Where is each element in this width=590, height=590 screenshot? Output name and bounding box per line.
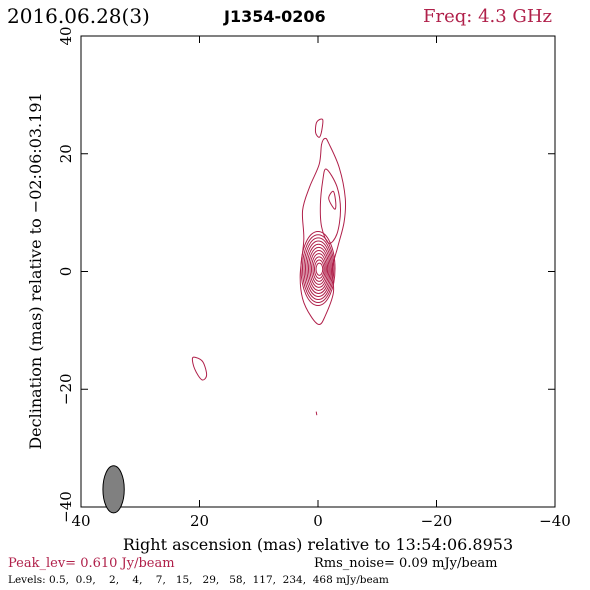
core-contour [306,243,331,294]
header-date: 2016.06.28(3) [7,4,150,28]
contour-layer [191,118,347,416]
y-axis-label: Declination (mas) relative to −02:06:03.… [26,92,45,449]
jet-contour [314,118,324,138]
core-contour [305,240,332,297]
core-contour [300,231,336,307]
contour-levels: Levels: 0.5, 0.9, 2, 4, 7, 15, 29, 58, 1… [8,574,389,586]
y-tick-label: 0 [57,267,75,277]
jet-contour [328,190,337,210]
core-contour [314,259,325,279]
plot-frame [80,35,556,508]
x-axis-label: Right ascension (mas) relative to 13:54:… [123,535,513,554]
y-tick-label: −20 [57,373,75,405]
core-contour [309,250,329,288]
jet-contour [315,411,318,416]
rms-noise: Rms_noise= 0.09 mJy/beam [314,556,497,571]
header-source: J1354-0206 [223,7,326,26]
beam-ellipse [102,465,125,514]
core-contour [302,234,335,304]
x-tick-label: −20 [421,512,453,530]
jet-contour [299,137,347,326]
peak-level: Peak_lev= 0.610 Jy/beam [8,556,175,571]
core-contour [312,256,326,282]
core-contour [303,237,334,301]
x-tick-label: 20 [190,512,209,530]
jet-contour [191,356,208,381]
core-contour [315,262,324,276]
header-freq: Freq: 4.3 GHz [423,6,552,27]
x-tick-label: −40 [539,512,571,530]
y-tick-labels: −40 −20 0 20 40 [57,26,75,522]
x-tick-label: 40 [71,512,90,530]
y-tick-label: −40 [57,491,75,523]
y-tick-label: 40 [57,26,75,45]
jet-contour [319,168,342,244]
core-contour [308,246,330,291]
x-tick-labels: 40 20 0 −20 −40 [71,512,570,530]
core-contour [311,253,327,285]
beam-layer [102,465,125,514]
y-tick-label: 20 [57,144,75,163]
axis-ticks [80,35,556,508]
x-tick-label: 0 [313,512,323,530]
